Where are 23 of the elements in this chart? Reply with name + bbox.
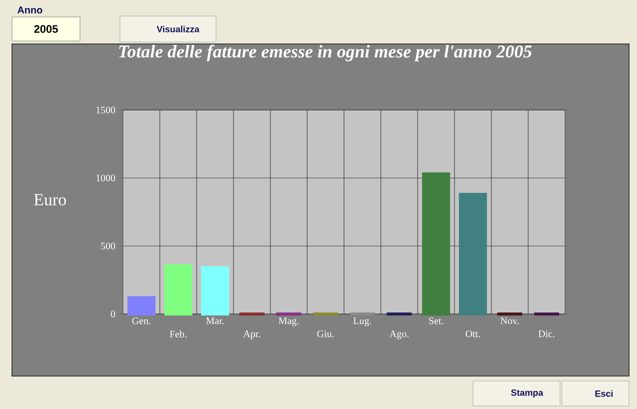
x-tick-label: Ott. (466, 330, 480, 338)
x-tick-label: Giu. (317, 330, 334, 338)
x-tick-label: Feb. (170, 330, 186, 338)
x-tick-label: Ago. (390, 330, 408, 340)
x-tick-label: Nov. (500, 318, 519, 324)
x-tick-label: Set. (429, 318, 444, 324)
y-tick-label: 1500 (96, 106, 116, 114)
y-tick-label: 500 (101, 242, 116, 250)
text: Esci (595, 390, 613, 397)
x-tick-label: Mag. (278, 318, 298, 326)
chart-title: Totale delle fatture emesse in ogni mese per l'anno 2005 (119, 44, 532, 62)
text: Stampa (511, 389, 544, 398)
x-tick-label: Mar. (206, 318, 224, 324)
x-tick-label: Gen. (132, 318, 150, 324)
text: Anno (17, 6, 42, 14)
text: 2005 (34, 25, 58, 33)
y-tick-label: 1000 (96, 174, 116, 182)
x-tick-label: Dic. (538, 330, 554, 338)
y-tick-label: 0 (110, 310, 116, 318)
x-tick-label: Apr. (243, 330, 260, 340)
y-axis-title: Euro (34, 194, 66, 206)
x-tick-label: Lug. (353, 318, 372, 326)
text: Visualizza (156, 26, 200, 32)
